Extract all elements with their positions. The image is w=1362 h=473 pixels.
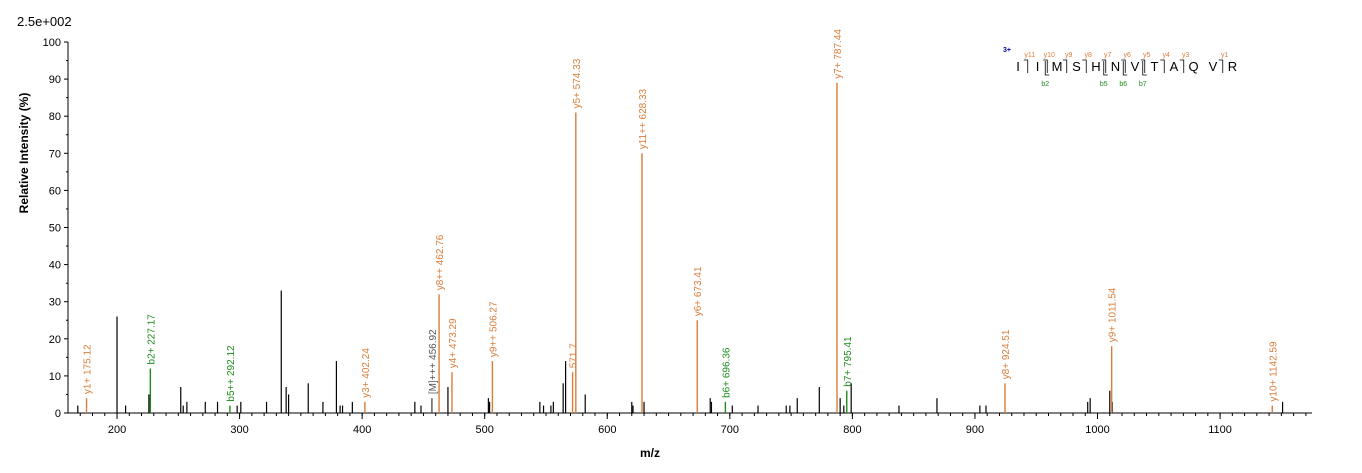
y-ion-cleavage-mark [1082,59,1087,73]
x-tick-label: 200 [108,424,126,436]
y-ion-label: y11 [1024,52,1035,59]
peak-label: y11++ 628.33 [638,88,649,149]
y-ion-label: y9 [1065,52,1073,59]
sequence-residue: R [1228,59,1237,74]
y-ion-label: y3 [1182,52,1190,59]
peak-label: y8+ 924.51 [1001,329,1012,379]
b-ion-cleavage-mark [1122,61,1128,76]
peak-label: b6+ 696.36 [721,347,732,398]
x-tick-label: 800 [843,424,861,436]
y-tick-label: 100 [43,37,61,49]
y-tick-label: 0 [55,408,61,420]
sequence-residue: Q [1188,59,1198,74]
sequence-residue: M [1052,59,1063,74]
sequence-residue: I [1016,59,1020,74]
x-tick-label: 1100 [1208,424,1232,436]
y-ion-cleavage-mark [1023,59,1029,73]
y-tick-label: 20 [49,334,61,346]
peak-label: [M]+++ 456.92 [428,329,439,394]
y-ion-label: y7 [1104,52,1112,59]
y-ion-label: y5 [1143,52,1151,59]
b-ion-cleavage-mark [1142,61,1147,76]
intensity-scale-label: 2.5e+002 [17,14,72,29]
y-ion-label: y8 [1085,52,1093,59]
y-tick-label: 50 [49,223,61,235]
sequence-residue: A [1170,59,1179,74]
y-axis-label: Relative Intensity (%) [17,93,31,214]
peak-label: y7+ 787.44 [833,29,844,79]
peak-label: y9++ 506.27 [488,301,499,357]
y-tick-label: 90 [49,74,61,86]
peak-label: b7+ 795.41 [843,336,854,387]
y-tick-label: 30 [49,297,61,309]
axes-group: 0 10 20 30 40 50 60 70 80 90 100 200 300 400 500 600 700… [43,37,1312,436]
y-ion-cleavage-mark [1160,59,1165,73]
sequence-residue: V [1131,59,1140,74]
y-ion-cleavage-mark [1218,59,1224,73]
b-ion-label: b7 [1139,81,1147,88]
y-tick-label: 80 [49,111,61,123]
peak-labels-group: y1+ 175.12 b2+ 227.17 b5++ 292.12 y3+ 402.2… [83,29,1280,402]
peak-label: y4+ 473.29 [448,318,459,368]
y-ion-label: y10 [1044,52,1055,59]
x-tick-label: 500 [476,424,494,436]
y-ion-cleavage-mark [1062,59,1068,73]
y-ion-cleavage-mark [1101,59,1107,73]
b-ion-cleavage-mark [1103,61,1108,76]
peak-label: y6+ 673.41 [693,266,704,316]
sequence-residue: S [1072,59,1081,74]
peak-label: y5+ 574.33 [572,58,583,108]
b-ion-label: b6 [1119,81,1127,88]
sequence-residue: I [1036,59,1040,74]
x-tick-label: 700 [721,424,739,436]
peak-label: y1+ 175.12 [83,344,94,394]
peak-label: b2+ 227.17 [146,314,157,365]
sequence-residue: H [1091,59,1100,74]
y-tick-label: 70 [49,148,61,160]
y-ion-cleavage-mark [1140,59,1146,73]
y-ion-cleavage-mark [1179,59,1185,73]
x-tick-label: 300 [230,424,248,436]
y-ion-label: y6 [1124,52,1132,59]
x-axis-label: m/z [640,446,660,460]
peak-label: y3+ 402.24 [361,348,372,398]
peak-label: 571.7 [569,343,580,368]
y-tick-label: 60 [49,185,61,197]
y-ion-cleavage-mark [1043,59,1048,73]
sequence-residue: V [1209,59,1218,74]
x-tick-label: 1000 [1085,424,1109,436]
y-ion-label: y1 [1221,52,1229,59]
b-ion-label: b5 [1100,81,1108,88]
y-tick-label: 10 [49,371,61,383]
x-tick-label: 400 [353,424,371,436]
b-ion-label: b2 [1041,81,1049,88]
b-ion-cleavage-mark [1044,61,1050,76]
peaks-group [77,82,1284,413]
x-tick-label: 900 [966,424,984,436]
y-tick-label: 40 [49,260,61,272]
peak-label: y10+ 1142.59 [1268,341,1279,402]
x-tick-label: 600 [598,424,616,436]
peak-label: y9+ 1011.54 [1108,287,1119,342]
peak-label: y8++ 462.76 [435,234,446,290]
y-ion-label: y4 [1163,52,1171,59]
sequence-residue: N [1111,59,1120,74]
sequence-residue: T [1151,59,1159,74]
y-ion-cleavage-mark [1121,59,1126,73]
charge-state: 3+ [1003,47,1011,54]
peak-label: b5++ 292.12 [226,345,237,402]
